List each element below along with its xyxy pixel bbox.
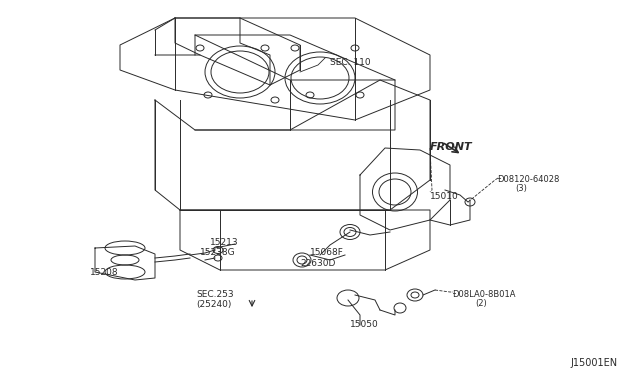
Text: Ð08LA0-8B01A: Ð08LA0-8B01A	[453, 290, 516, 299]
Text: SEC.253: SEC.253	[196, 290, 234, 299]
Text: FRONT: FRONT	[430, 142, 472, 152]
Text: (3): (3)	[515, 184, 527, 193]
Text: 15238G: 15238G	[200, 248, 236, 257]
Text: 15010: 15010	[430, 192, 459, 201]
Text: 22630D: 22630D	[300, 259, 335, 268]
Text: J15001EN: J15001EN	[570, 358, 617, 368]
Text: (25240): (25240)	[196, 300, 232, 309]
Text: 15208: 15208	[90, 268, 118, 277]
Text: 15213: 15213	[210, 238, 239, 247]
Text: Ð08120-64028: Ð08120-64028	[498, 175, 561, 184]
Text: 15068F: 15068F	[310, 248, 344, 257]
Text: SEC. 110: SEC. 110	[330, 58, 371, 67]
Text: 15050: 15050	[350, 320, 379, 329]
Text: (2): (2)	[475, 299, 487, 308]
